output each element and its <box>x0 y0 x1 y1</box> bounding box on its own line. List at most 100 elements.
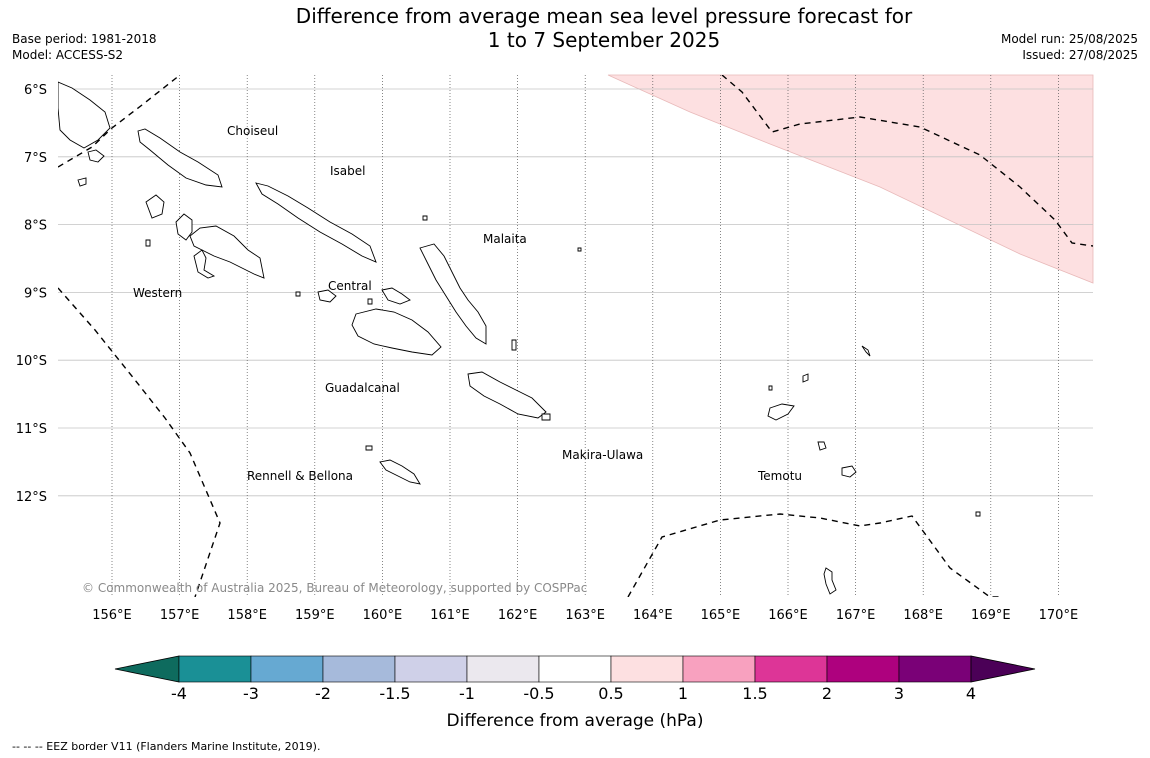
region-label-choiseul: Choiseul <box>227 124 278 138</box>
colorbar-segment <box>322 655 396 683</box>
eez-border-west <box>58 287 221 597</box>
isabel-island <box>255 182 377 263</box>
region-label-malaita: Malaita <box>483 232 527 246</box>
colorbar-segment <box>754 655 828 683</box>
title-line-1: Difference from average mean sea level p… <box>295 4 913 28</box>
region-label-central: Central <box>328 279 372 293</box>
longitude-gridlines <box>111 75 1059 597</box>
colorbar-tick: 0.5 <box>598 684 623 703</box>
colorbar-segment <box>538 655 612 683</box>
region-labels: Choiseul Isabel Malaita Western Central … <box>133 124 802 483</box>
region-label-isabel: Isabel <box>330 164 365 178</box>
latitude-gridlines <box>58 88 1093 497</box>
lat-tick-label: 10°S <box>16 354 47 369</box>
colorbar-segment <box>898 655 972 683</box>
eez-border-note: -- -- -- EEZ border V11 (Flanders Marine… <box>12 740 321 753</box>
positive-anomaly-area <box>607 74 1094 284</box>
bellona-island <box>365 445 373 451</box>
eez-border-north <box>58 75 181 168</box>
shortland-island <box>87 149 105 163</box>
lon-tick-label: 163°E <box>565 608 605 623</box>
copyright-notice: © Commonwealth of Australia 2025, Bureau… <box>82 581 587 595</box>
eez-border-south <box>627 513 1000 597</box>
santa-ana-island <box>541 413 551 421</box>
colorbar-segment <box>826 655 900 683</box>
kolombangara-island <box>145 194 165 219</box>
lon-tick-label: 156°E <box>92 608 132 623</box>
lat-tick-label: 7°S <box>24 151 47 166</box>
map-title: Difference from average mean sea level p… <box>0 4 1150 52</box>
new-georgia-island <box>175 213 193 241</box>
bougainville-island <box>58 81 111 149</box>
colorbar-segment <box>178 655 252 683</box>
lon-tick-label: 166°E <box>768 608 808 623</box>
mbanika-islet <box>367 298 373 305</box>
lon-tick-label: 160°E <box>363 608 403 623</box>
lon-tick-label: 169°E <box>971 608 1011 623</box>
colorbar-under-triangle <box>114 655 180 683</box>
colorbar-segment <box>610 655 684 683</box>
sikaiana-islet <box>577 247 582 252</box>
makira-island <box>467 371 547 419</box>
colorbar-segment <box>682 655 756 683</box>
ulawa-island <box>511 339 517 351</box>
colorbar-tick: 3 <box>894 684 904 703</box>
colorbar-tick: -4 <box>171 684 187 703</box>
tikopia-island <box>975 511 981 517</box>
guadalcanal-island <box>351 308 442 356</box>
eez-border-northeast <box>721 75 1093 247</box>
lat-tick-label: 8°S <box>24 219 47 234</box>
meta-left: Base period: 1981-2018 Model: ACCESS-S2 <box>12 31 157 63</box>
santa-cruz-island <box>767 403 795 421</box>
savo-island <box>295 291 301 297</box>
issued-date: Issued: 27/08/2025 <box>1022 48 1138 62</box>
latitude-labels: 6°S 7°S 8°S 9°S 10°S 11°S 12°S <box>16 83 47 505</box>
lon-tick-label: 165°E <box>701 608 741 623</box>
lon-tick-label: 162°E <box>498 608 538 623</box>
lat-tick-label: 12°S <box>16 490 47 505</box>
lon-tick-label: 158°E <box>227 608 267 623</box>
colorbar-label: Difference from average (hPa) <box>447 711 704 731</box>
lat-tick-label: 11°S <box>16 422 47 437</box>
eez-borders <box>58 75 1093 597</box>
colorbar-segment <box>394 655 468 683</box>
colorbar-tick: -3 <box>243 684 259 703</box>
model-name: Model: ACCESS-S2 <box>12 48 124 62</box>
russell-islands <box>317 289 337 303</box>
region-label-temotu: Temotu <box>757 469 802 483</box>
colorbar <box>114 655 1036 683</box>
lat-tick-label: 6°S <box>24 83 47 98</box>
duff-islands <box>861 345 871 357</box>
title-line-2: 1 to 7 September 2025 <box>487 28 721 52</box>
colorbar-over-triangle <box>970 655 1036 683</box>
lon-tick-label: 170°E <box>1039 608 1079 623</box>
colorbar-tick: -0.5 <box>523 684 554 703</box>
malaita-island <box>419 243 487 345</box>
colorbar-tick-labels: -4 -3 -2 -1.5 -1 -0.5 0.5 1 1.5 2 3 4 <box>171 684 976 703</box>
colorbar-tick: -1 <box>459 684 475 703</box>
anuta-island <box>823 567 837 595</box>
coastlines <box>58 81 981 595</box>
longitude-labels: 156°E 157°E 158°E 159°E 160°E 161°E 162°E 163°E… <box>92 608 1078 623</box>
gizo-island <box>145 239 151 247</box>
colorbar-segment <box>250 655 324 683</box>
vanikoro-island <box>841 465 857 478</box>
colorbar-tick: 2 <box>822 684 832 703</box>
rennell-island <box>379 459 421 485</box>
colorbar-tick: -1.5 <box>379 684 410 703</box>
region-label-guadalcanal: Guadalcanal <box>325 381 400 395</box>
treasury-island <box>77 177 87 187</box>
lon-tick-label: 164°E <box>633 608 673 623</box>
lon-tick-label: 168°E <box>903 608 943 623</box>
lon-tick-label: 157°E <box>160 608 200 623</box>
lat-tick-label: 9°S <box>24 286 47 301</box>
rendova-island <box>193 249 216 279</box>
colorbar-tick: -2 <box>315 684 331 703</box>
colorbar-segment <box>466 655 540 683</box>
colorbar-tick: 1.5 <box>742 684 767 703</box>
meta-right: Model run: 25/08/2025 Issued: 27/08/2025 <box>1001 31 1138 63</box>
vella-lavella-island <box>189 225 265 279</box>
colorbar-tick: 1 <box>678 684 688 703</box>
model-run: Model run: 25/08/2025 <box>1000 32 1138 46</box>
